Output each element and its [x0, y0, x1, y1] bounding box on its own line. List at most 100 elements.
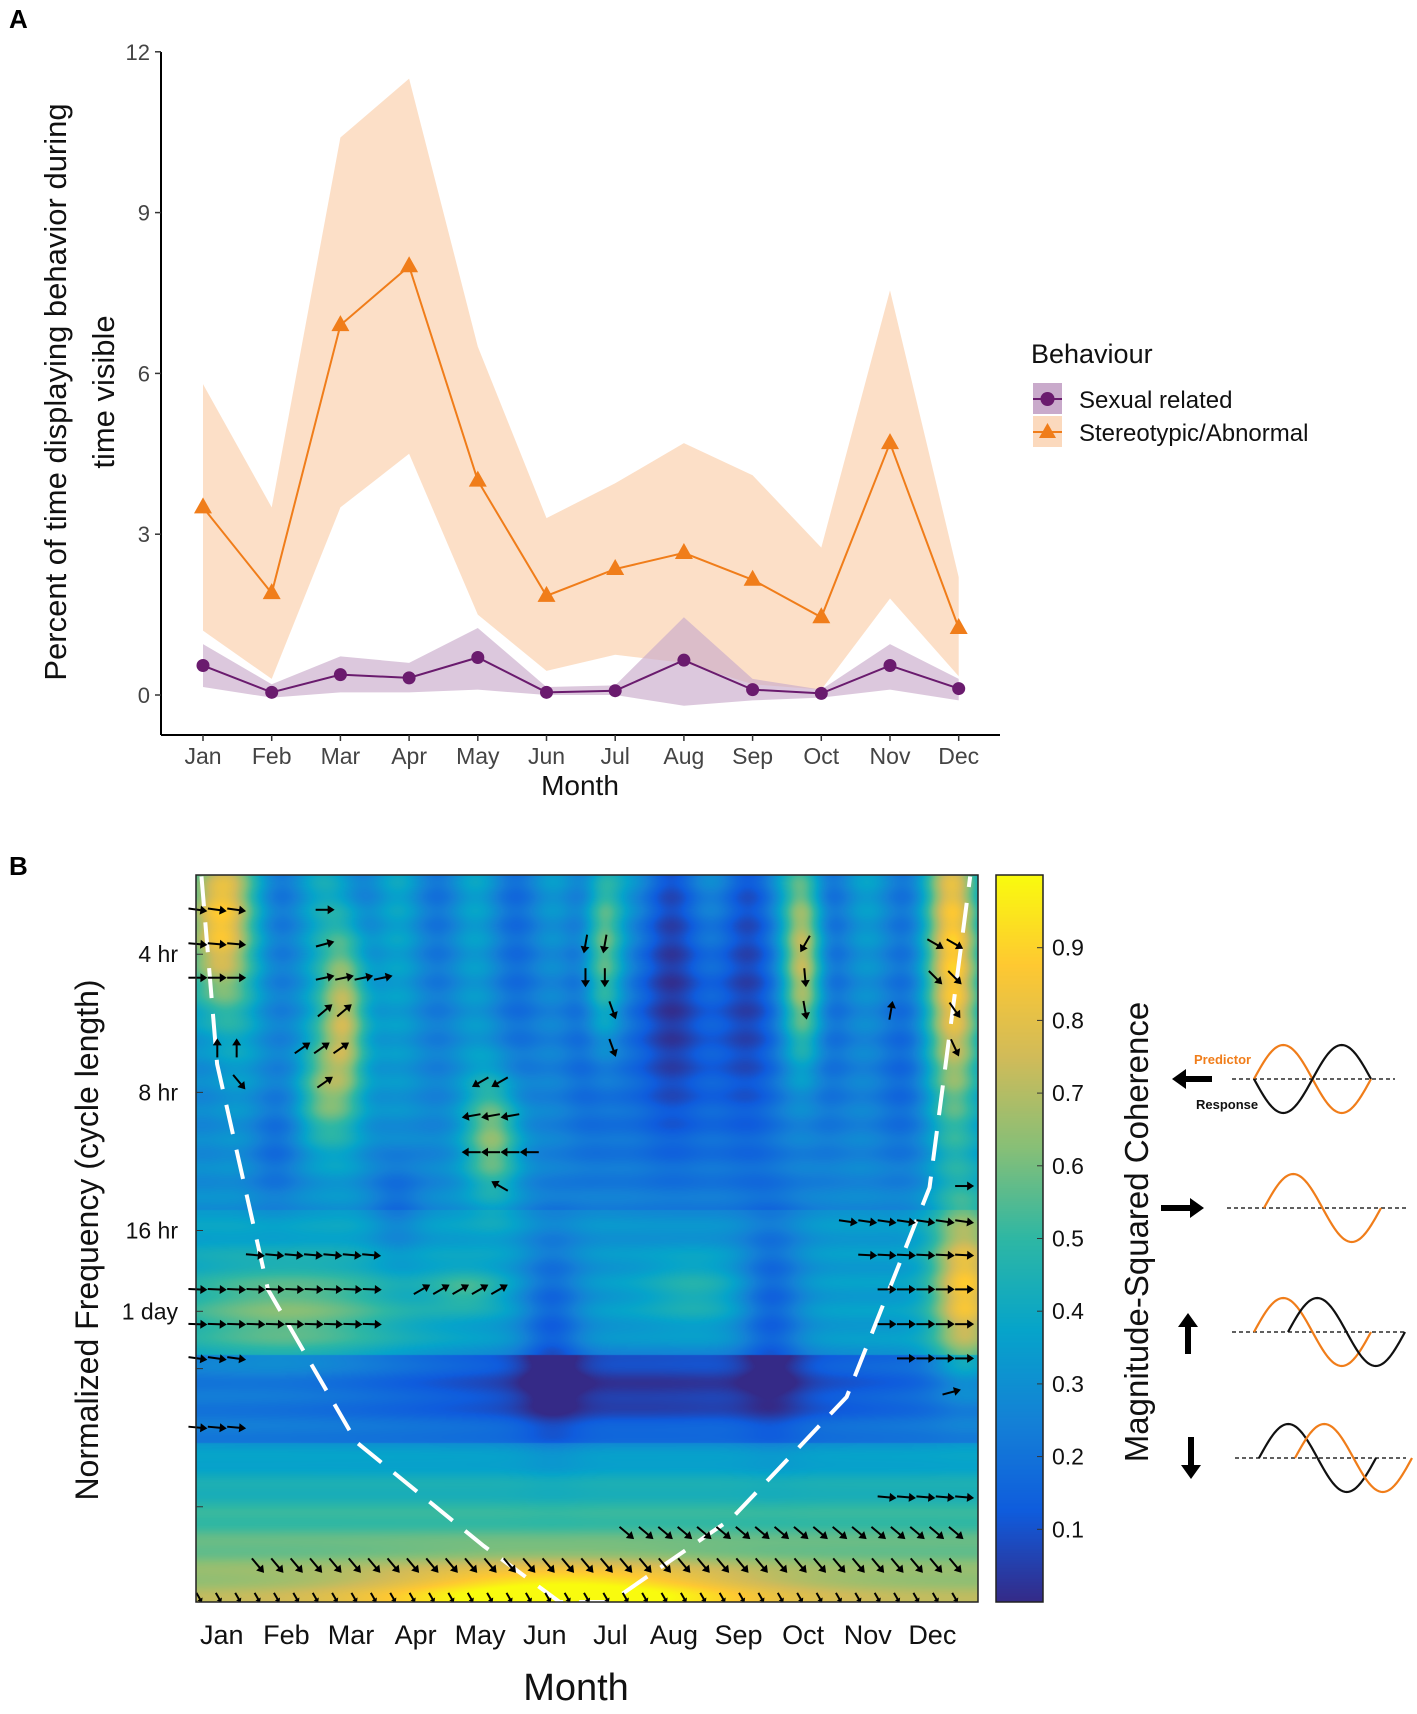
arrow-head [928, 1250, 936, 1260]
phase-arrow-icon [246, 1319, 266, 1329]
phase-arrow-icon [428, 1592, 436, 1603]
phase-arrows [188, 905, 975, 1603]
arrow-head [947, 1250, 955, 1260]
legend-label-sexual: Sexual related [1079, 387, 1232, 414]
phase-arrow-icon [389, 1592, 397, 1603]
phase-arrow-icon [696, 1526, 712, 1540]
phase-arrow-icon [916, 1217, 936, 1227]
phase-arrow-icon [793, 1557, 807, 1573]
data-point [468, 470, 487, 487]
phase-arrow-icon [774, 1557, 788, 1573]
phase-arrow-icon [522, 1557, 536, 1573]
x-tick-label: Mar [321, 743, 361, 769]
phase-arrow-icon [354, 972, 374, 982]
arrow-head [219, 939, 227, 949]
phase-arrow-icon [234, 1592, 242, 1603]
phase-arrow-icon [942, 1387, 961, 1396]
arrow-head [894, 1597, 901, 1603]
phase-arrow-icon [207, 1284, 227, 1294]
arrow-head [546, 1597, 552, 1603]
x-tick-label: Sep [732, 743, 773, 769]
phase-arrow-icon [715, 1526, 731, 1540]
phase-arrow-icon [912, 1592, 920, 1603]
phase-arrow-icon [413, 1284, 431, 1295]
phase-arrow-icon [916, 1284, 936, 1294]
phase-arrow-icon [332, 1042, 350, 1055]
y-ticks: 4 hr 8 hr 16 hr 1 day [122, 941, 203, 1508]
arrow-head [643, 1564, 652, 1573]
phase-arrow-icon [931, 1592, 939, 1603]
phase-arrow-icon [304, 1319, 324, 1329]
phase-arrow-icon [754, 1557, 768, 1573]
arrow-head [837, 1564, 846, 1573]
phase-arrow-icon [207, 939, 227, 949]
y-axis-title-line2: time visible [86, 315, 121, 468]
phase-arrow-icon [955, 1181, 975, 1191]
arrow-head [856, 1597, 862, 1603]
phase-arrow-icon [738, 1592, 746, 1603]
arrow-head [967, 1353, 975, 1363]
panel-a-line-chart: 0 3 6 9 12 Jan Feb Mar Apr May Jun Jul Aug Sep Oct Nov… [38, 40, 1308, 801]
phase-arrow-icon [580, 1557, 594, 1573]
arrow-head [335, 1319, 344, 1329]
arrow-head [682, 1564, 691, 1573]
phase-arrow-icon [227, 973, 247, 983]
phase-arrow-icon [896, 1284, 916, 1294]
arrow-head [947, 1217, 955, 1227]
phase-arrow-icon [935, 1492, 955, 1502]
phase-arrow-icon [285, 1284, 305, 1294]
y-tick-label: 6 [138, 361, 150, 386]
colorbar-tick-label: 0.7 [1052, 1080, 1084, 1106]
phase-arrow-icon [699, 1592, 707, 1603]
phase-arrow-icon [500, 1111, 520, 1121]
arrow-head [947, 1353, 955, 1363]
data-point [746, 683, 760, 697]
arrow-head [236, 1597, 242, 1603]
arrow-head [255, 1597, 261, 1603]
phase-arrow-icon [854, 1592, 862, 1603]
phase-arrow-icon [916, 1353, 936, 1363]
panel-b-coherence-plot: 4 hr 8 hr 16 hr 1 day Jan Feb Mar Apr May Jun Jul… [69, 874, 1413, 1709]
arrow-head [200, 1284, 208, 1294]
phase-arrow-icon [483, 1557, 497, 1573]
arrow-head [908, 1250, 916, 1260]
arrow-head [200, 1423, 208, 1433]
arrow-head [722, 1531, 731, 1540]
phase-arrow-icon [599, 934, 609, 954]
arrow-head [934, 1564, 943, 1573]
arrow-head [801, 1012, 810, 1020]
phase-arrow-icon [916, 1319, 936, 1329]
phase-arrow-icon [935, 1217, 955, 1227]
arrow-left-icon [1172, 1069, 1212, 1089]
arrow-head [297, 1319, 305, 1329]
arrow-head [275, 1564, 284, 1573]
phase-arrow-icon [950, 1038, 961, 1057]
x-tick-label: May [455, 1620, 507, 1650]
arrow-head [967, 1319, 975, 1329]
arrow-head [927, 1492, 936, 1502]
phase-arrow-icon [265, 1250, 285, 1260]
arrow-head [481, 1147, 489, 1157]
arrow-head [609, 1048, 618, 1057]
data-point [677, 653, 691, 667]
series-line-triangle [202, 264, 960, 629]
colorbar-frame [995, 874, 1044, 1603]
phase-arrow-icon [599, 1557, 613, 1573]
arrow-head [238, 1423, 247, 1433]
response-label: Response [1196, 1097, 1258, 1112]
phase-arrow-icon [500, 1147, 520, 1157]
arrow-head [327, 905, 335, 915]
arrow-head [200, 939, 208, 949]
arrow-head [916, 1531, 925, 1540]
phase-arrow-icon [362, 1319, 382, 1329]
colorbar-tick-label: 0.3 [1052, 1371, 1084, 1397]
arrow-head [421, 1284, 431, 1293]
phase-arrow-icon [466, 1592, 474, 1603]
arrow-down-icon [1181, 1437, 1201, 1479]
phase-arrow-icon [832, 1557, 846, 1573]
data-point [540, 685, 553, 699]
arrow-head [877, 1531, 886, 1540]
arrow-head [935, 1531, 945, 1540]
arrow-head [740, 1564, 749, 1573]
arrow-head [889, 1492, 897, 1502]
